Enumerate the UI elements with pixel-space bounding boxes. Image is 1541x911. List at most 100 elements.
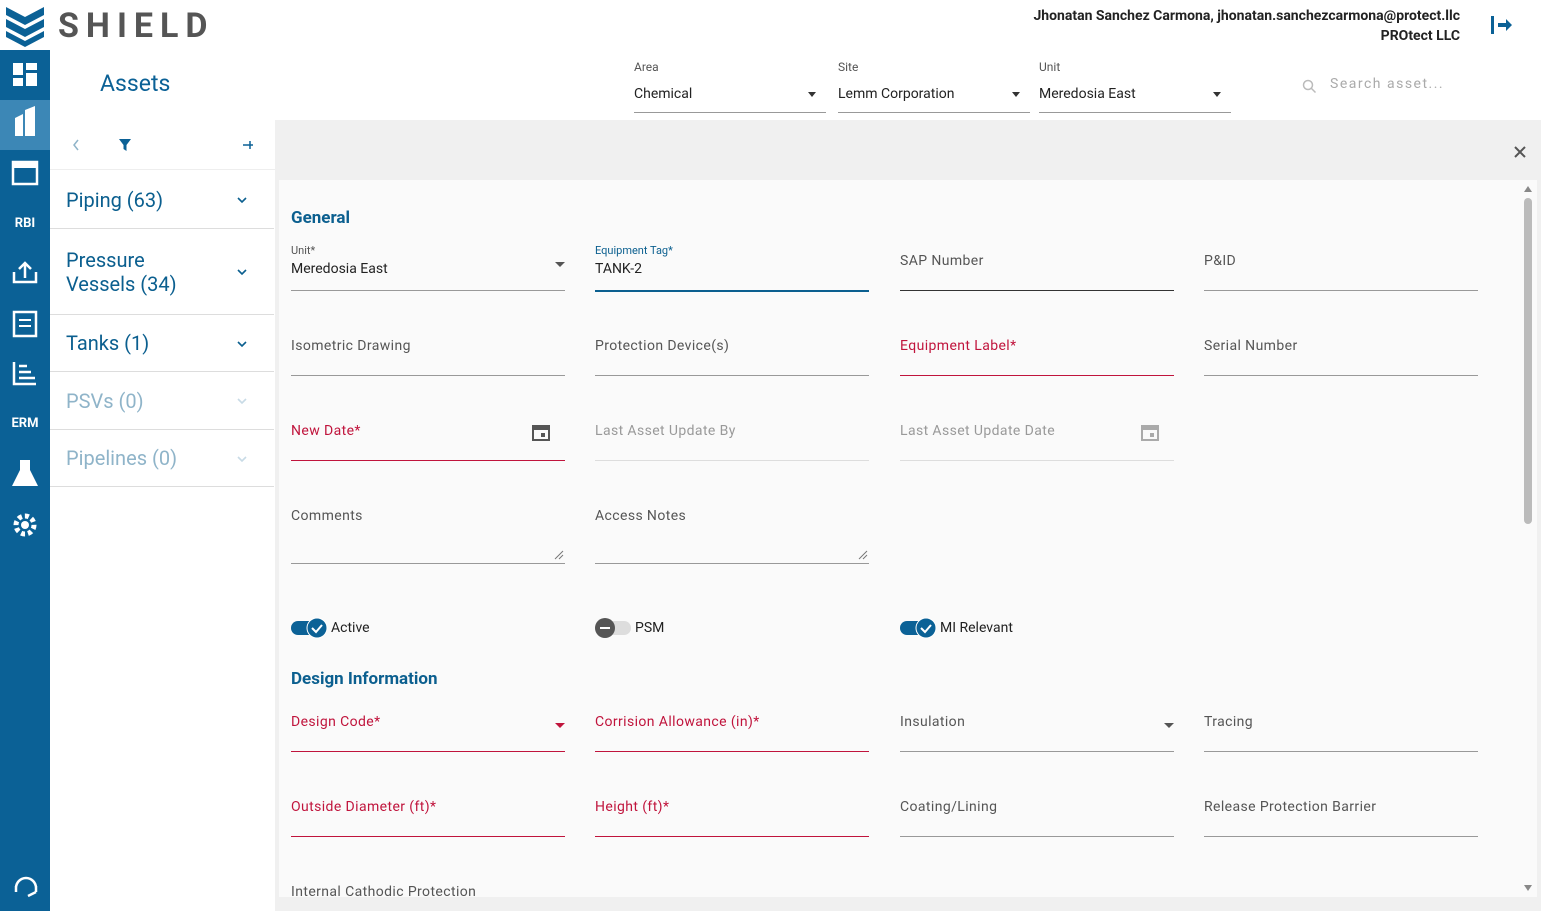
section-title: Design Information: [291, 669, 438, 689]
dropdown-arrow: [1213, 92, 1221, 97]
expand-icon: [237, 398, 247, 405]
category-item[interactable]: Pressure Vessels (34): [50, 229, 274, 315]
support-icon[interactable]: [12, 872, 40, 900]
user-info: Jhonatan Sanchez Carmona, jhonatan.sanch…: [1033, 6, 1460, 46]
field-underline: [1204, 290, 1478, 291]
field-label: Equipment Tag*: [595, 244, 673, 257]
category-item[interactable]: Tanks (1): [50, 315, 274, 372]
expand-icon: [237, 340, 247, 347]
field-underline: [900, 290, 1174, 291]
toggle[interactable]: [900, 616, 940, 640]
category-item[interactable]: Pipelines (0): [50, 430, 274, 487]
field-underline: [291, 460, 565, 461]
field-value[interactable]: Meredosia East: [291, 261, 388, 277]
field-label[interactable]: Serial Number: [1204, 338, 1298, 354]
field-label[interactable]: Isometric Drawing: [291, 338, 411, 354]
company: PROtect LLC: [1380, 28, 1460, 44]
field-label[interactable]: Last Asset Update Date: [900, 423, 1056, 439]
logout-button[interactable]: [1489, 14, 1513, 36]
filter-underline: [634, 112, 826, 113]
field-underline: [595, 375, 869, 376]
field-label[interactable]: Insulation: [900, 714, 966, 730]
toggle-label: PSM: [635, 620, 665, 636]
category-name: Piping (63): [66, 187, 164, 212]
resize-handle: [554, 550, 564, 560]
field-underline: [900, 751, 1174, 752]
page-title: Assets: [100, 70, 171, 97]
field-underline: [291, 375, 565, 376]
field-underline: [595, 460, 869, 461]
category-item[interactable]: PSVs (0): [50, 372, 274, 430]
category-name: Tanks (1): [66, 331, 150, 355]
field-underline: [1204, 751, 1478, 752]
field-label[interactable]: Outside Diameter (ft)*: [291, 799, 437, 815]
category-name: Pressure Vessels (34): [66, 247, 177, 296]
field-underline: [595, 563, 869, 564]
expand-icon: [237, 197, 247, 204]
field-underline: [595, 290, 869, 292]
filter-value[interactable]: Lemm Corporation: [838, 86, 955, 102]
field-underline: [1204, 836, 1478, 837]
nav-label[interactable]: RBI: [14, 216, 36, 231]
field-label[interactable]: Equipment Label*: [900, 338, 1017, 354]
field-underline: [291, 836, 565, 837]
side-nav: RBI ERM: [0, 50, 50, 911]
close-button[interactable]: [1513, 145, 1527, 159]
field-label[interactable]: Release Protection Barrier: [1204, 799, 1377, 815]
toggle-label: MI Relevant: [940, 620, 1013, 636]
field-label[interactable]: P&ID: [1204, 253, 1237, 269]
field-label[interactable]: New Date*: [291, 423, 361, 439]
filter-value[interactable]: Chemical: [634, 86, 693, 102]
dropdown-arrow: [555, 262, 565, 267]
form-panel: General Unit* Meredosia East Equipment Tag*…: [279, 180, 1537, 897]
field-label: Unit*: [291, 244, 316, 257]
field-label[interactable]: Height (ft)*: [595, 799, 670, 815]
search-input[interactable]: Search asset...: [1330, 76, 1445, 92]
category-name: PSVs (0): [66, 388, 144, 413]
field-underline: [900, 836, 1174, 837]
brand: SHIELD: [58, 6, 215, 46]
toggle-label: Active: [331, 620, 370, 636]
filter-label: Site: [838, 60, 859, 74]
field-value[interactable]: TANK-2: [595, 261, 643, 277]
field-label[interactable]: Corrision Allowance (in)*: [595, 714, 760, 730]
field-label[interactable]: Last Asset Update By: [595, 423, 736, 439]
expand-icon: [237, 269, 247, 276]
field-underline: [291, 290, 565, 291]
filter-value[interactable]: Meredosia East: [1039, 86, 1136, 102]
field-underline: [900, 460, 1174, 461]
search-icon: [1302, 79, 1317, 94]
field-underline: [900, 375, 1174, 376]
user-name: Jhonatan Sanchez Carmona, jhonatan.sanch…: [1033, 8, 1460, 24]
field-underline: [1204, 375, 1478, 376]
field-label[interactable]: Comments: [291, 508, 363, 524]
field-label[interactable]: Coating/Lining: [900, 799, 998, 815]
field-underline: [291, 563, 565, 564]
filter-underline: [838, 112, 1030, 113]
field-label[interactable]: SAP Number: [900, 253, 984, 269]
toggle[interactable]: [291, 616, 331, 640]
section-title: General: [291, 208, 351, 228]
calendar-icon: [1141, 425, 1159, 441]
field-underline: [595, 836, 869, 837]
field-label[interactable]: Protection Device(s): [595, 338, 730, 354]
dropdown-arrow: [808, 92, 816, 97]
category-item[interactable]: Piping (63): [50, 171, 274, 229]
nav-icons: [0, 63, 50, 537]
field-label[interactable]: Design Code*: [291, 714, 381, 730]
list-toolbar: [50, 139, 275, 170]
filter-underline: [1039, 112, 1231, 113]
scrollbar[interactable]: [1520, 180, 1536, 897]
nav-label[interactable]: ERM: [11, 416, 39, 431]
dropdown-arrow: [555, 723, 565, 728]
field-label[interactable]: Tracing: [1204, 714, 1254, 730]
field-label[interactable]: Internal Cathodic Protection: [291, 884, 477, 897]
filter-label: Area: [634, 60, 659, 74]
toggle[interactable]: [595, 616, 635, 640]
field-underline: [595, 751, 869, 752]
resize-handle: [858, 550, 868, 560]
calendar-icon: [532, 425, 550, 441]
category-name: Pipelines (0): [66, 446, 178, 470]
dropdown-arrow: [1012, 92, 1020, 97]
field-label[interactable]: Access Notes: [595, 508, 687, 524]
